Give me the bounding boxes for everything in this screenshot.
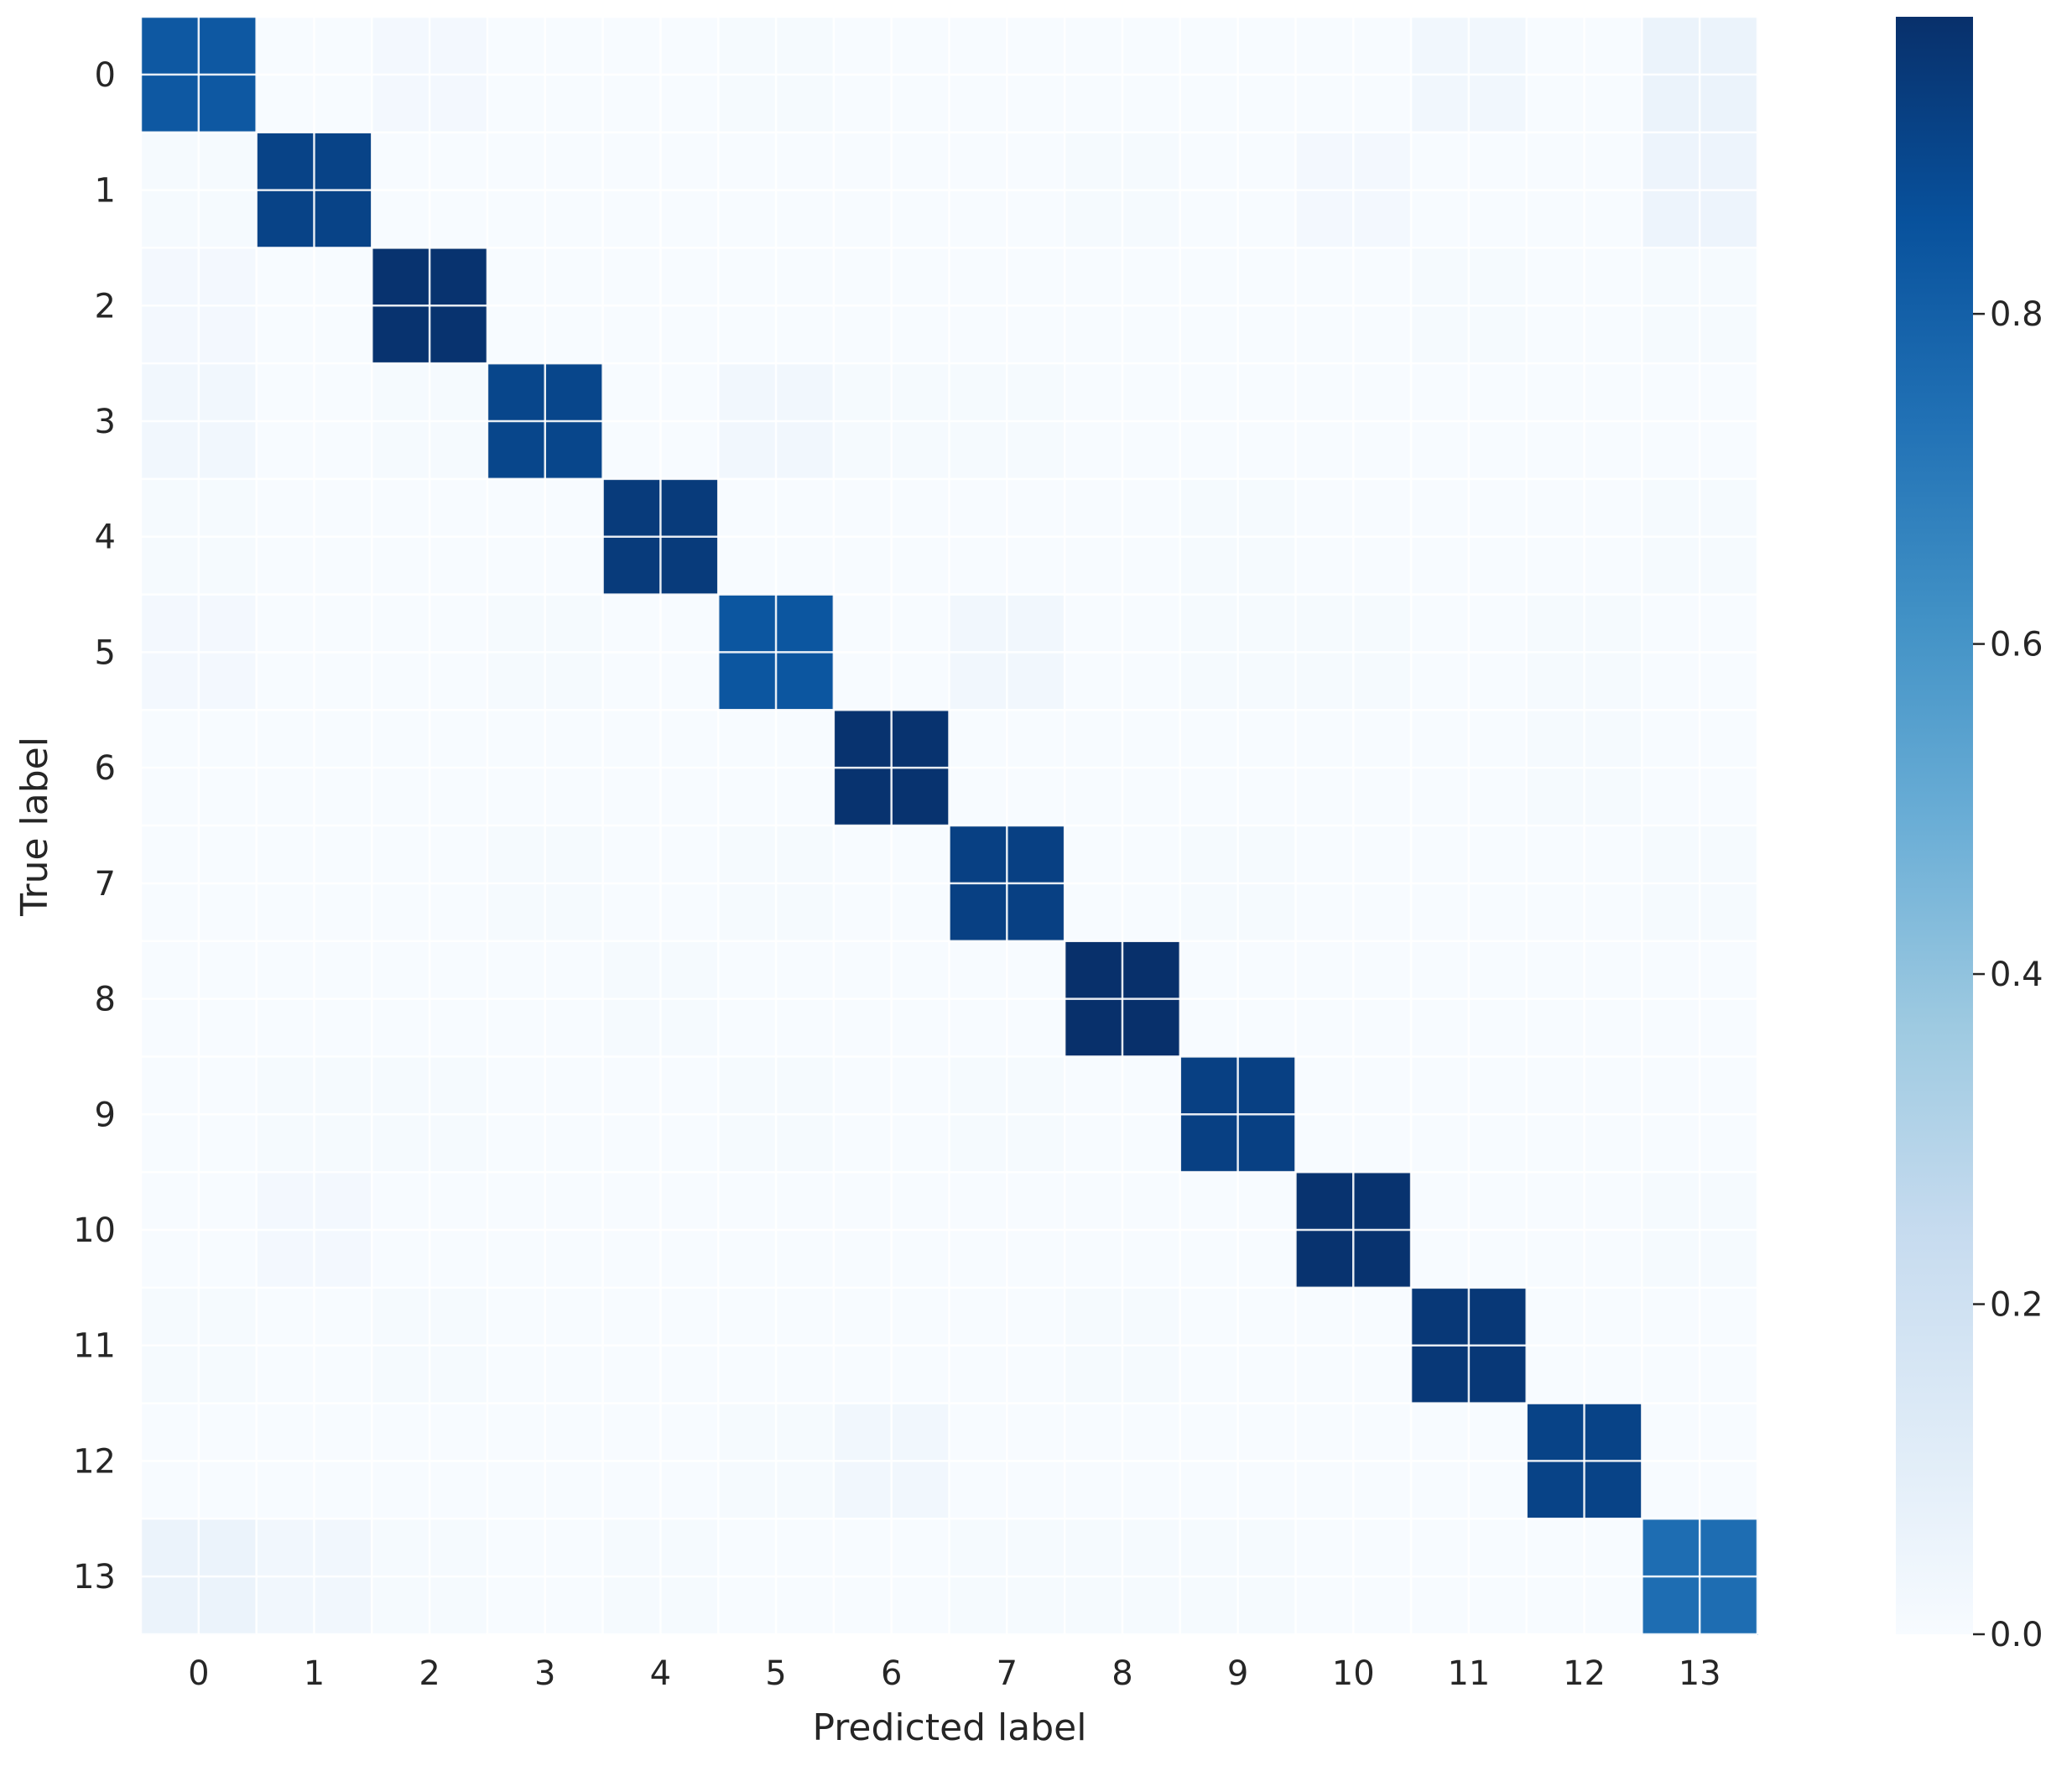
x-axis-title: Predicted label xyxy=(813,1706,1087,1749)
y-tick-label: 3 xyxy=(95,403,116,441)
x-tick-label: 12 xyxy=(1563,1654,1606,1693)
x-tick-label: 6 xyxy=(881,1654,902,1693)
y-axis-title: True label xyxy=(13,737,56,917)
y-tick-label: 4 xyxy=(95,518,116,557)
x-tick-label: 1 xyxy=(304,1654,325,1693)
x-tick-label: 11 xyxy=(1447,1654,1490,1693)
colorbar-tick-label: 0.6 xyxy=(1990,626,2043,664)
x-tick-label: 5 xyxy=(765,1654,786,1693)
colorbar-ticks: 0.0 0.2 0.4 0.6 0.8 xyxy=(1973,295,2043,1654)
y-tick-label: 9 xyxy=(95,1096,116,1134)
x-tick-label: 2 xyxy=(419,1654,440,1693)
x-tick-label: 3 xyxy=(534,1654,555,1693)
y-tick-label: 10 xyxy=(73,1211,116,1250)
y-tick-label: 7 xyxy=(95,865,116,904)
x-tick-label: 7 xyxy=(997,1654,1018,1693)
heatmap-grid xyxy=(139,15,1759,1636)
y-tick-label: 5 xyxy=(95,633,116,672)
colorbar-tick-label: 0.4 xyxy=(1990,956,2043,994)
x-tick-label: 0 xyxy=(188,1654,209,1693)
y-tick-label: 13 xyxy=(73,1558,116,1597)
x-tick-label: 13 xyxy=(1679,1654,1721,1693)
colorbar-tick-label: 0.2 xyxy=(1990,1286,2043,1325)
y-tick-label: 0 xyxy=(95,56,116,95)
y-tick-label: 8 xyxy=(95,981,116,1019)
colorbar xyxy=(1896,17,1973,1634)
x-axis-ticks: 0 1 2 3 4 5 6 7 8 9 10 11 12 13 xyxy=(188,1654,1721,1693)
y-tick-label: 2 xyxy=(95,287,116,326)
x-tick-label: 9 xyxy=(1227,1654,1248,1693)
y-tick-label: 1 xyxy=(95,172,116,211)
y-tick-label: 6 xyxy=(95,749,116,788)
colorbar-tick-label: 0.0 xyxy=(1990,1616,2043,1654)
x-tick-label: 10 xyxy=(1332,1654,1375,1693)
y-tick-label: 11 xyxy=(73,1327,116,1366)
y-tick-label: 12 xyxy=(73,1442,116,1481)
x-tick-label: 4 xyxy=(650,1654,671,1693)
colorbar-tick-label: 0.8 xyxy=(1990,295,2043,334)
x-tick-label: 8 xyxy=(1111,1654,1132,1693)
